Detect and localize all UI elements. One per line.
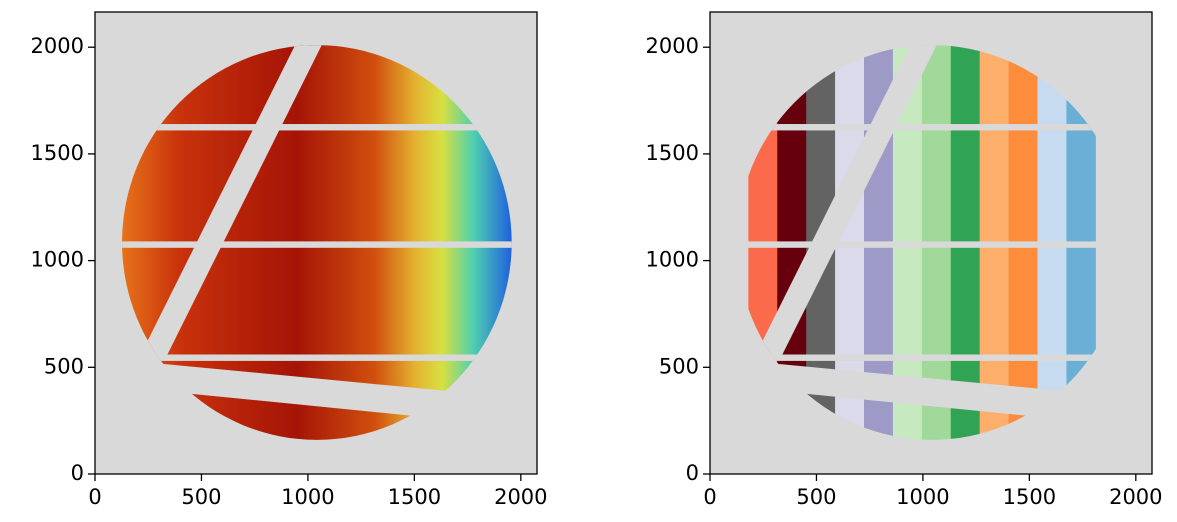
x-tick-label: 1500 bbox=[388, 485, 441, 509]
y-tick-label: 1000 bbox=[646, 248, 699, 272]
x-tick-label: 0 bbox=[703, 485, 716, 509]
y-tick-label: 500 bbox=[659, 354, 699, 378]
y-tick-label: 2000 bbox=[31, 34, 84, 58]
y-tick-label: 2000 bbox=[646, 34, 699, 58]
axes-frame bbox=[709, 11, 1153, 475]
panel: 0 500 1000 1500 2000 0 500 1000 1500 2000 bbox=[31, 11, 548, 509]
x-tick-label: 1000 bbox=[281, 485, 334, 509]
x-tick-label: 1500 bbox=[1003, 485, 1056, 509]
y-tick-label: 0 bbox=[71, 461, 84, 485]
x-tick-label: 2000 bbox=[1109, 485, 1162, 509]
y-tick-label: 1500 bbox=[31, 141, 84, 165]
panel: 0 500 1000 1500 2000 0 500 1000 1500 2000 bbox=[646, 11, 1163, 509]
x-tick-label: 500 bbox=[181, 485, 221, 509]
axes-frame bbox=[94, 11, 538, 475]
x-tick-label: 2000 bbox=[494, 485, 547, 509]
y-tick-label: 500 bbox=[44, 354, 84, 378]
y-tick-label: 0 bbox=[686, 461, 699, 485]
x-tick-label: 500 bbox=[796, 485, 836, 509]
x-tick-label: 1000 bbox=[896, 485, 949, 509]
y-tick-label: 1000 bbox=[31, 248, 84, 272]
y-tick-label: 1500 bbox=[646, 141, 699, 165]
x-tick-label: 0 bbox=[88, 485, 101, 509]
